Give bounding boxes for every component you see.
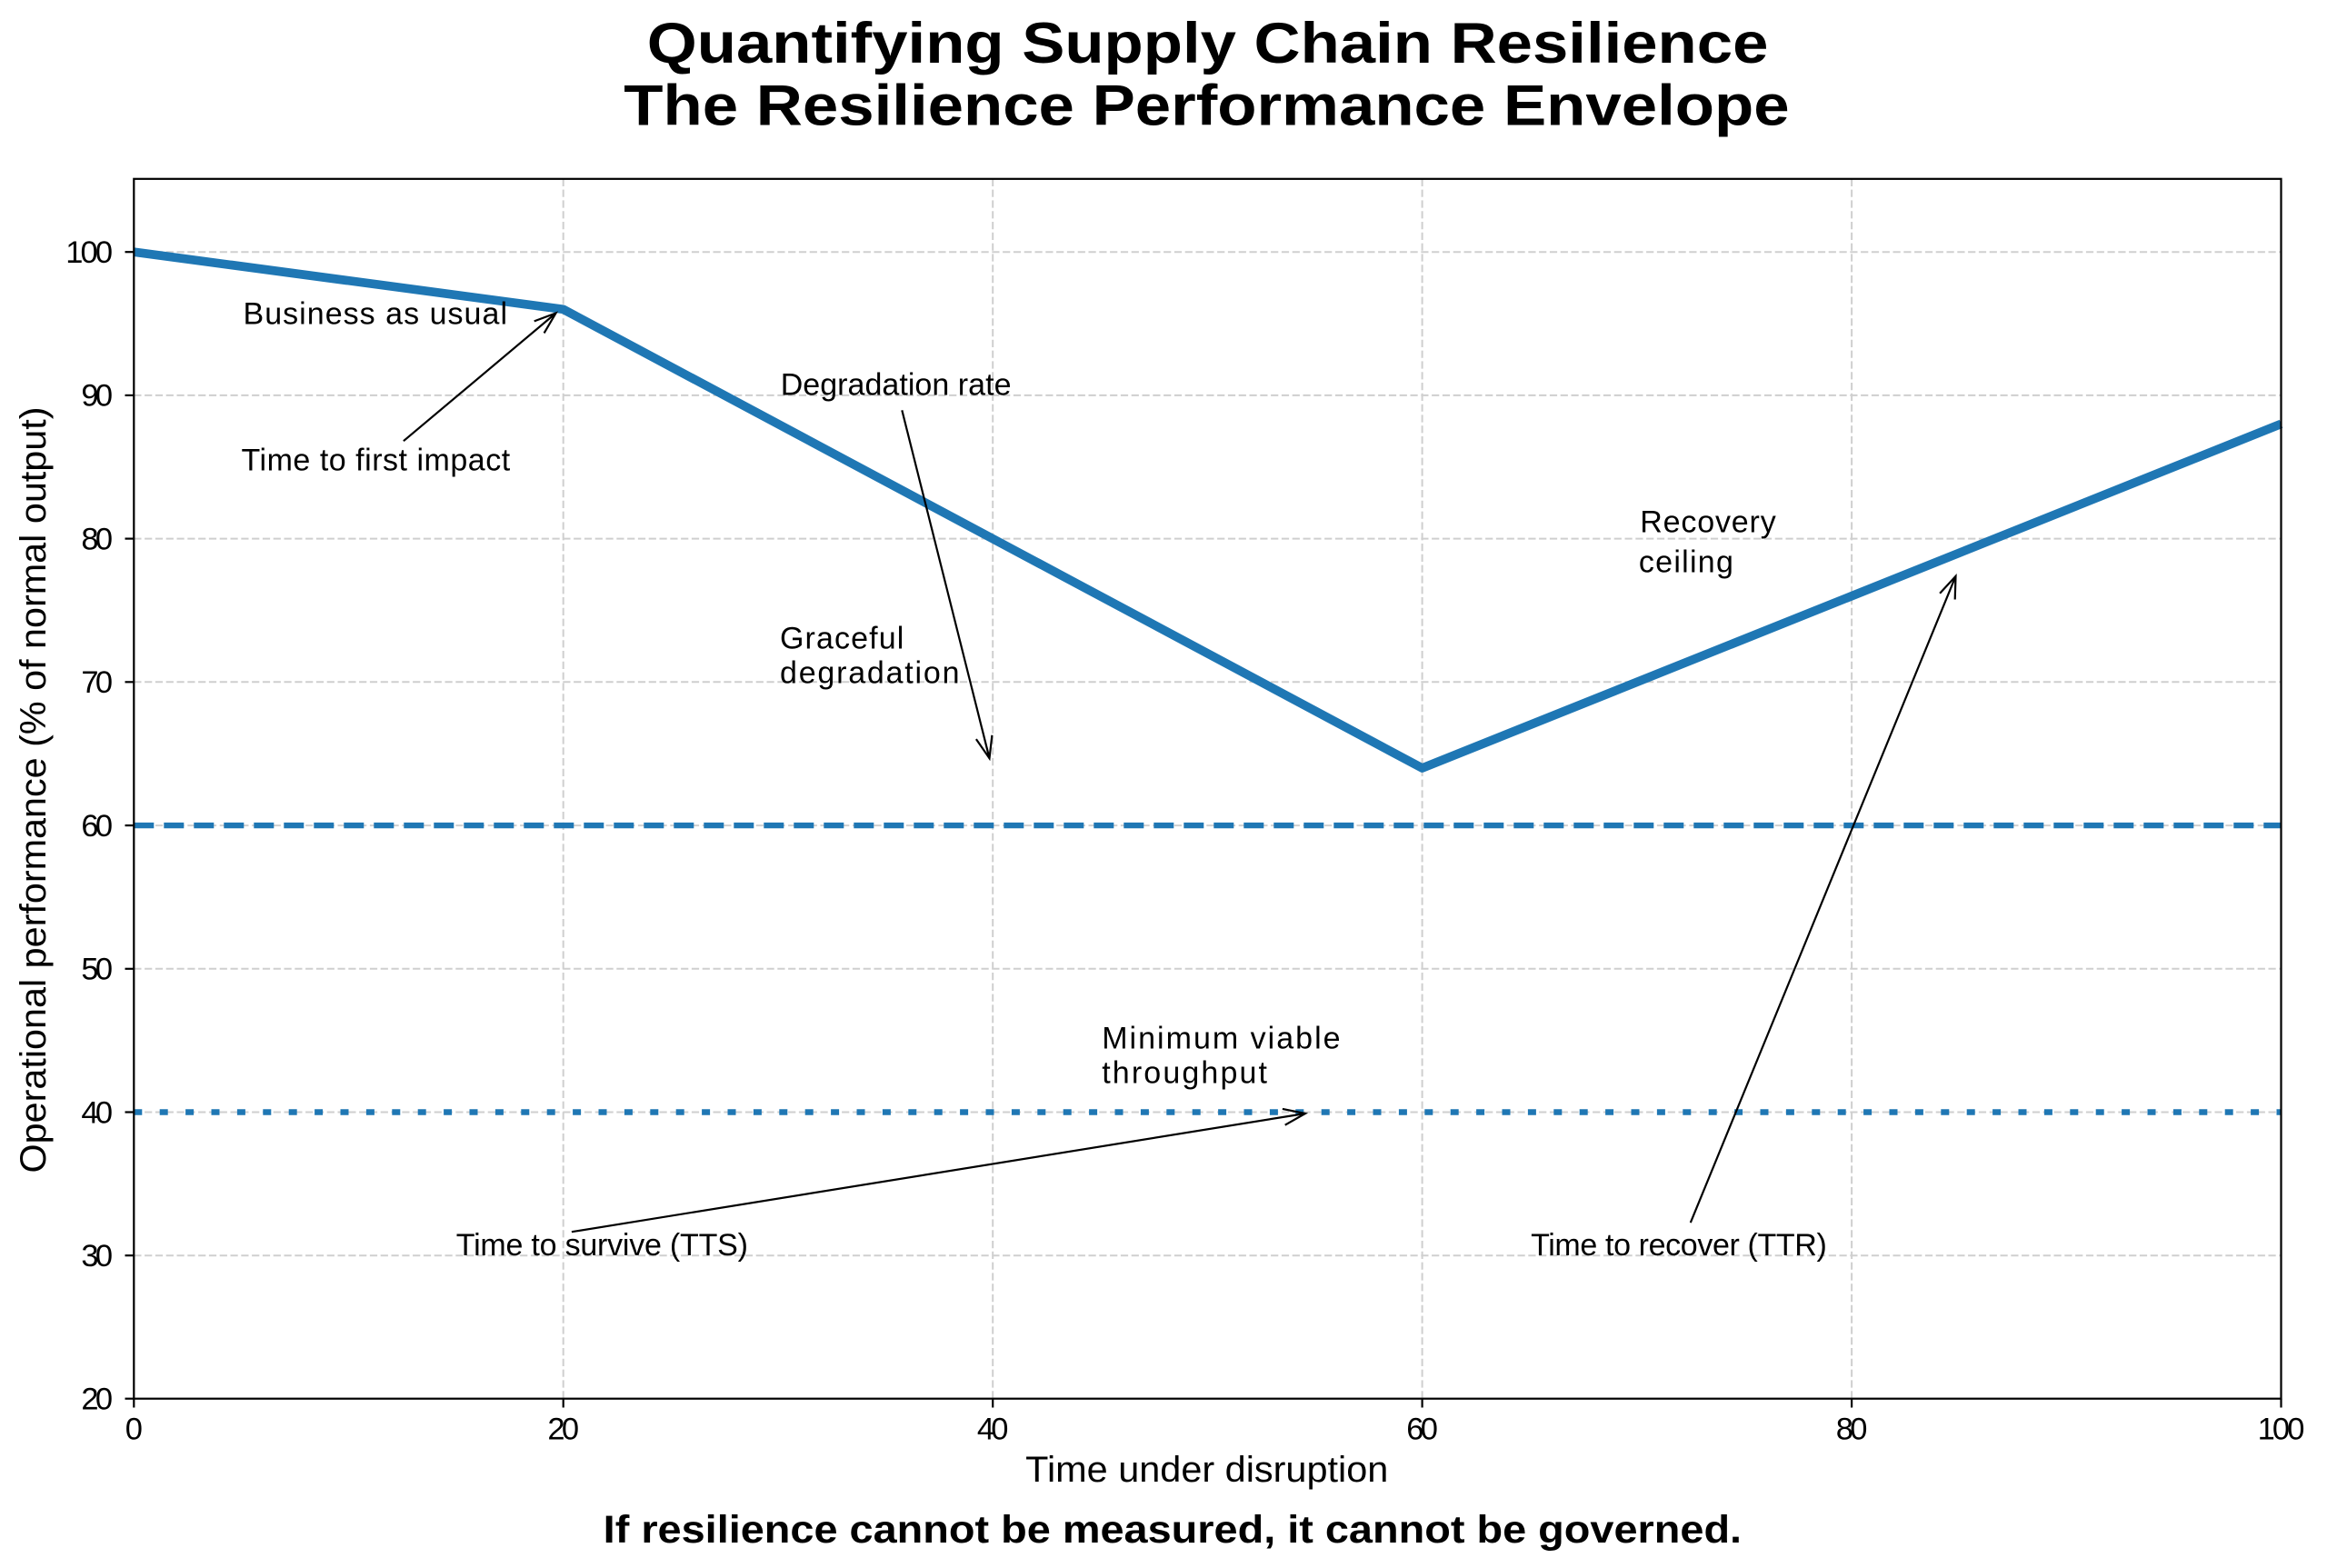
svg-text:20: 20 [547,1413,579,1447]
svg-text:Degradation rate: Degradation rate [781,368,1012,403]
svg-text:Time to survive (TTS): Time to survive (TTS) [456,1228,748,1263]
svg-text:100: 100 [2258,1413,2305,1447]
svg-text:If resilience cannot be measur: If resilience cannot be measured, it can… [604,1508,1742,1552]
svg-text:Time to first impact: Time to first impact [242,444,511,478]
svg-text:40: 40 [977,1413,1009,1447]
svg-text:80: 80 [81,522,113,556]
svg-text:40: 40 [81,1095,113,1130]
svg-text:Time to recover (TTR): Time to recover (TTR) [1531,1228,1827,1263]
svg-text:60: 60 [1406,1413,1438,1447]
svg-text:ceiling: ceiling [1639,544,1733,579]
svg-text:80: 80 [1836,1413,1868,1447]
svg-text:0: 0 [125,1413,143,1447]
svg-text:degradation: degradation [780,655,960,690]
svg-text:60: 60 [81,809,113,844]
svg-text:Time under disruption: Time under disruption [1025,1450,1388,1490]
svg-text:100: 100 [65,235,113,270]
svg-text:Graceful: Graceful [780,622,904,656]
svg-text:70: 70 [81,665,113,700]
svg-text:90: 90 [81,379,113,414]
svg-text:20: 20 [81,1383,113,1417]
svg-text:30: 30 [81,1239,113,1273]
svg-text:Operational performance (% of: Operational performance (% of normal out… [14,407,54,1174]
svg-text:Recovery: Recovery [1640,505,1776,540]
svg-text:Business as usual: Business as usual [244,297,508,332]
svg-text:50: 50 [81,953,113,987]
svg-text:Quantifying Supply Chain Resil: Quantifying Supply Chain Resilience [647,12,1769,75]
svg-text:Minimum viable: Minimum viable [1102,1022,1340,1056]
svg-text:throughput: throughput [1102,1056,1267,1091]
svg-text:The Resilience Performance Env: The Resilience Performance Envelope [624,75,1789,138]
